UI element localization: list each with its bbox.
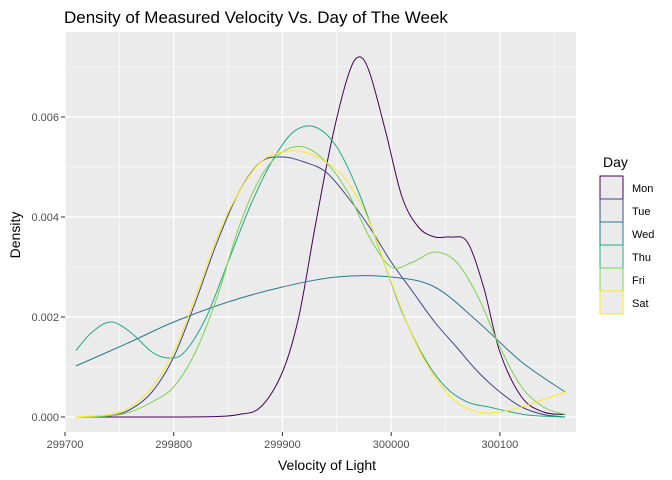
y-tick-label: 0.006 — [31, 112, 59, 124]
legend-label-thu: Thu — [632, 252, 651, 264]
series-line-sat — [75, 150, 566, 418]
series-line-tue — [75, 156, 566, 418]
legend-key-mon — [599, 175, 624, 200]
legend-key-sat — [599, 290, 624, 315]
legend-label-mon: Mon — [632, 183, 653, 195]
legend-key-tue — [599, 198, 624, 223]
x-tick-label: 300100 — [482, 439, 519, 451]
series-line-thu — [75, 125, 566, 418]
legend-label-tue: Tue — [632, 206, 651, 218]
series-line-mon — [75, 56, 566, 418]
y-axis-title: Density — [7, 212, 23, 259]
x-tick-label: 299800 — [155, 439, 192, 451]
x-axis-title: Velocity of Light — [278, 457, 376, 473]
x-tick-label: 299700 — [47, 439, 84, 451]
legend-label-sat: Sat — [632, 298, 649, 310]
x-tick-label: 300000 — [373, 439, 410, 451]
chart-title: Density of Measured Velocity Vs. Day of … — [64, 8, 448, 27]
legend-key-wed — [599, 221, 624, 246]
y-tick-label: 0.004 — [31, 212, 59, 224]
legend-key-thu — [599, 244, 624, 269]
legend-key-fri — [599, 267, 624, 292]
legend-title: Day — [603, 154, 628, 170]
legend-label-wed: Wed — [632, 229, 654, 241]
series-line-wed — [75, 275, 566, 393]
panel-background — [65, 32, 576, 432]
plot-panel — [64, 32, 576, 432]
legend-label-fri: Fri — [632, 275, 645, 287]
legend: Day Mon Tue Wed Thu Fri Sat — [599, 154, 654, 315]
x-axis: 299700 299800 299900 300000 300100 — [47, 432, 519, 451]
y-tick-label: 0.002 — [31, 312, 59, 324]
x-tick-label: 299900 — [264, 439, 301, 451]
y-axis: 0.000 0.002 0.004 0.006 — [31, 112, 65, 424]
y-tick-label: 0.000 — [31, 412, 59, 424]
